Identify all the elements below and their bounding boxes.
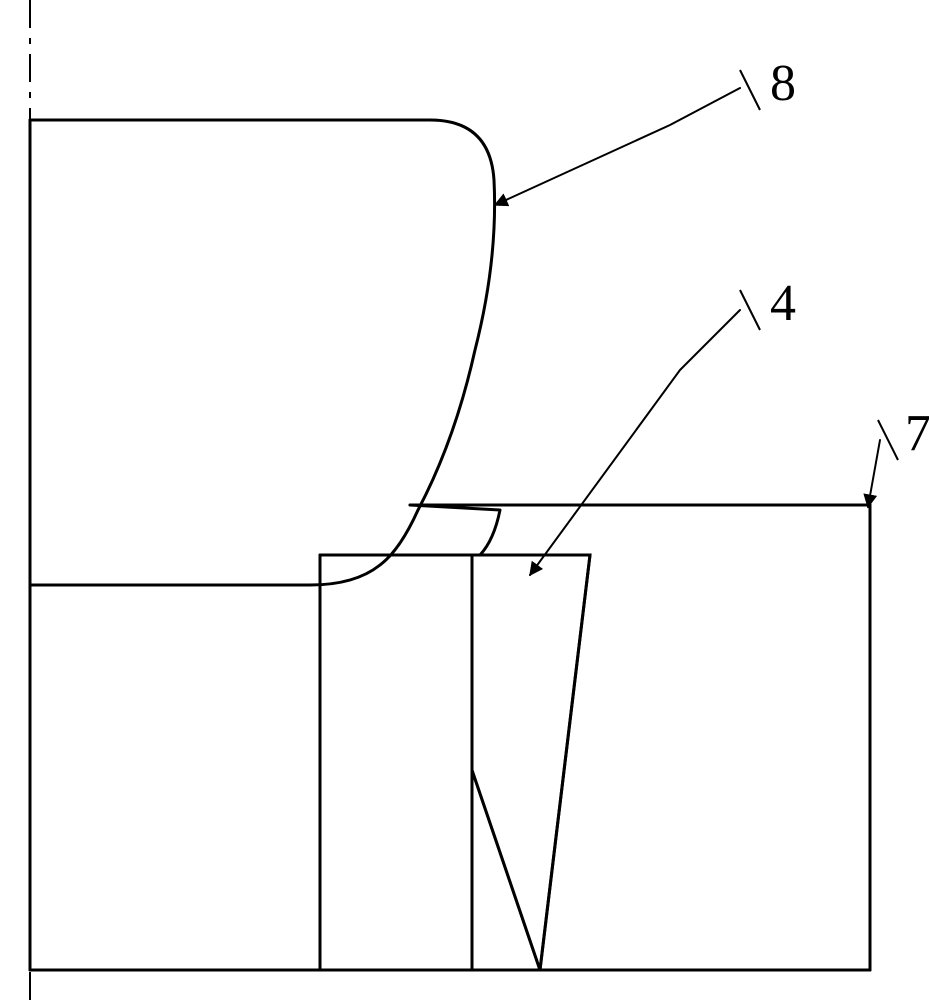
callout-8-label: 8 bbox=[770, 55, 796, 112]
callout-8: 8 bbox=[495, 55, 796, 205]
part-8-section bbox=[30, 120, 495, 585]
callout-7: 7 bbox=[868, 405, 929, 507]
part-4-section bbox=[320, 555, 472, 970]
callout-7-label: 7 bbox=[905, 405, 929, 462]
callout-4: 4 bbox=[530, 275, 796, 575]
part-7-section bbox=[410, 505, 870, 970]
callout-4-label: 4 bbox=[770, 275, 796, 332]
part-7-slot bbox=[472, 555, 590, 970]
